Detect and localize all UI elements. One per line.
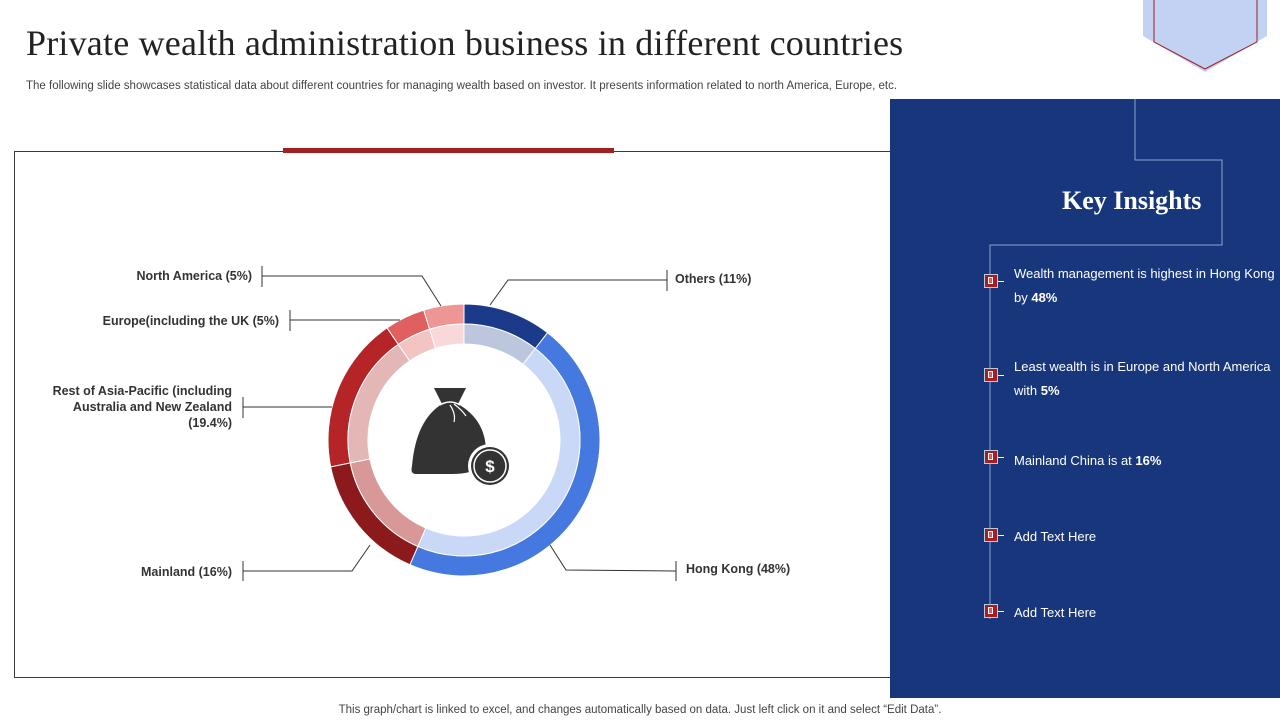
insight-text: Add Text Here bbox=[1014, 605, 1097, 620]
footer-note: This graph/chart is linked to excel, and… bbox=[338, 704, 942, 716]
label-hong-kong: Hong Kong (48%) bbox=[686, 562, 790, 576]
label-europe: Europe(including the UK (5%) bbox=[103, 314, 279, 328]
insight-value: 48% bbox=[1031, 290, 1058, 305]
insight-item: Mainland China is at 16% bbox=[1014, 449, 1278, 473]
insight-text: Wealth management is highest in Hong Kon… bbox=[1014, 266, 1275, 305]
label-others: Others (11%) bbox=[675, 272, 751, 286]
insight-bullet-icon bbox=[984, 450, 998, 464]
page-subtitle: The following slide showcases statistica… bbox=[26, 80, 898, 92]
insight-value: 5% bbox=[1040, 383, 1060, 398]
money-bag-icon: $ bbox=[411, 388, 512, 488]
insights-connector-lines bbox=[989, 99, 1223, 619]
label-mainland: Mainland (16%) bbox=[141, 565, 232, 579]
insight-item: Add Text Here bbox=[1014, 525, 1278, 549]
insight-bullet-icon bbox=[984, 604, 998, 618]
decorative-hexagon bbox=[1143, 0, 1267, 72]
insight-arrow-icon bbox=[998, 535, 1004, 536]
donut-chart: Others (11%) Hong Kong (48%) Mainland (1… bbox=[53, 266, 790, 581]
label-asia-pacific-line3: (19.4%) bbox=[188, 416, 232, 430]
insight-bullet-icon bbox=[984, 274, 998, 288]
key-insights-title: Key Insights bbox=[1062, 186, 1202, 215]
insight-arrow-icon bbox=[998, 611, 1004, 612]
insight-text: Add Text Here bbox=[1014, 529, 1097, 544]
label-asia-pacific-line1: Rest of Asia-Pacific (including bbox=[53, 384, 232, 398]
insight-arrow-icon bbox=[998, 457, 1004, 458]
insight-item: Add Text Here bbox=[1014, 601, 1278, 625]
insight-item: Least wealth is in Europe and North Amer… bbox=[1014, 355, 1278, 403]
insight-arrow-icon bbox=[998, 375, 1004, 376]
accent-bar bbox=[283, 148, 614, 153]
svg-text:$: $ bbox=[485, 457, 495, 476]
leader-line-mainland bbox=[243, 544, 371, 572]
page-title: Private wealth administration business i… bbox=[26, 23, 904, 63]
leader-line-hong-kong bbox=[549, 544, 677, 572]
leader-line-north-america bbox=[262, 275, 442, 307]
insight-bullet-icon bbox=[984, 528, 998, 542]
insight-text: Least wealth is in Europe and North Amer… bbox=[1014, 359, 1271, 398]
insight-value: 16% bbox=[1135, 453, 1162, 468]
label-asia-pacific-line2: Australia and New Zealand bbox=[73, 400, 232, 414]
insight-text: Mainland China is at bbox=[1014, 453, 1136, 468]
key-insights-panel bbox=[890, 99, 1280, 698]
insight-bullet-icon bbox=[984, 368, 998, 382]
insight-arrow-icon bbox=[998, 281, 1004, 282]
leader-line-others bbox=[489, 279, 667, 306]
insight-item: Wealth management is highest in Hong Kon… bbox=[1014, 262, 1278, 310]
label-north-america: North America (5%) bbox=[136, 269, 252, 283]
